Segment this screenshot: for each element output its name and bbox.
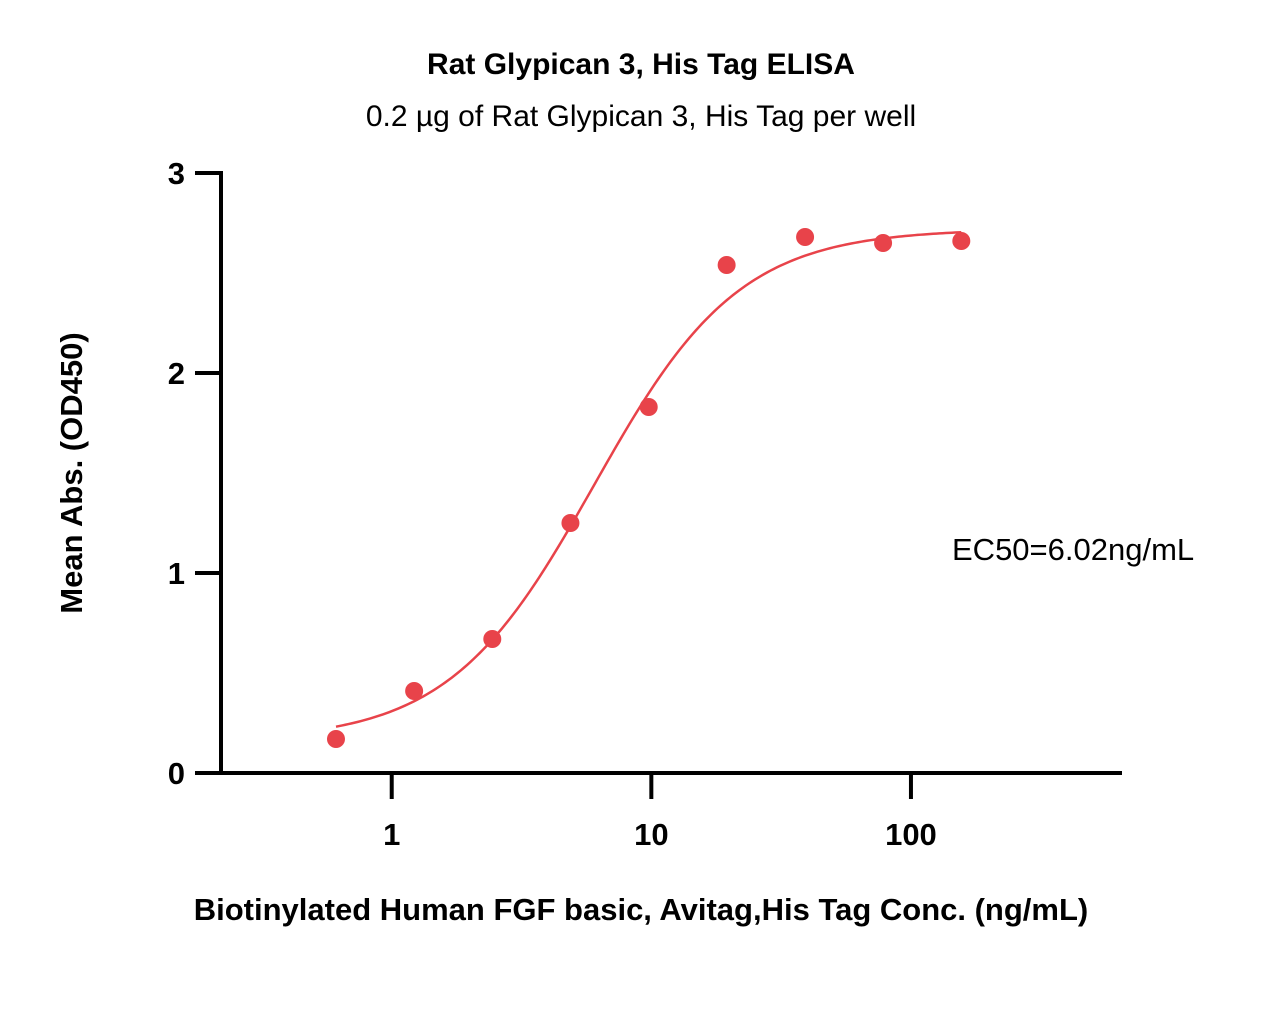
data-point [717, 256, 736, 274]
data-point [796, 228, 815, 246]
chart-title: Rat Glypican 3, His Tag ELISA [427, 48, 855, 81]
x-axis-label: Biotinylated Human FGF basic, Avitag,His… [193, 892, 1089, 927]
data-point [483, 630, 502, 648]
y-tick-label: 0 [168, 756, 185, 791]
y-axis-label: Mean Abs. (OD450) [54, 332, 89, 614]
data-point [639, 398, 658, 416]
fit-curve [335, 231, 962, 728]
x-tick-label: 1 [383, 817, 400, 852]
y-tick-label: 1 [168, 556, 185, 591]
data-point [561, 514, 580, 532]
chart-subtitle: 0.2 µg of Rat Glypican 3, His Tag per we… [365, 100, 917, 133]
data-point [326, 730, 345, 748]
data-point [874, 234, 893, 252]
x-tick-label: 10 [634, 817, 668, 852]
y-tick-label: 2 [168, 356, 185, 391]
data-point [952, 232, 971, 250]
y-tick-label: 3 [168, 156, 185, 191]
x-tick-label: 100 [885, 817, 937, 852]
data-point [405, 682, 424, 700]
ec50-annotation: EC50=6.02ng/mL [952, 532, 1195, 567]
